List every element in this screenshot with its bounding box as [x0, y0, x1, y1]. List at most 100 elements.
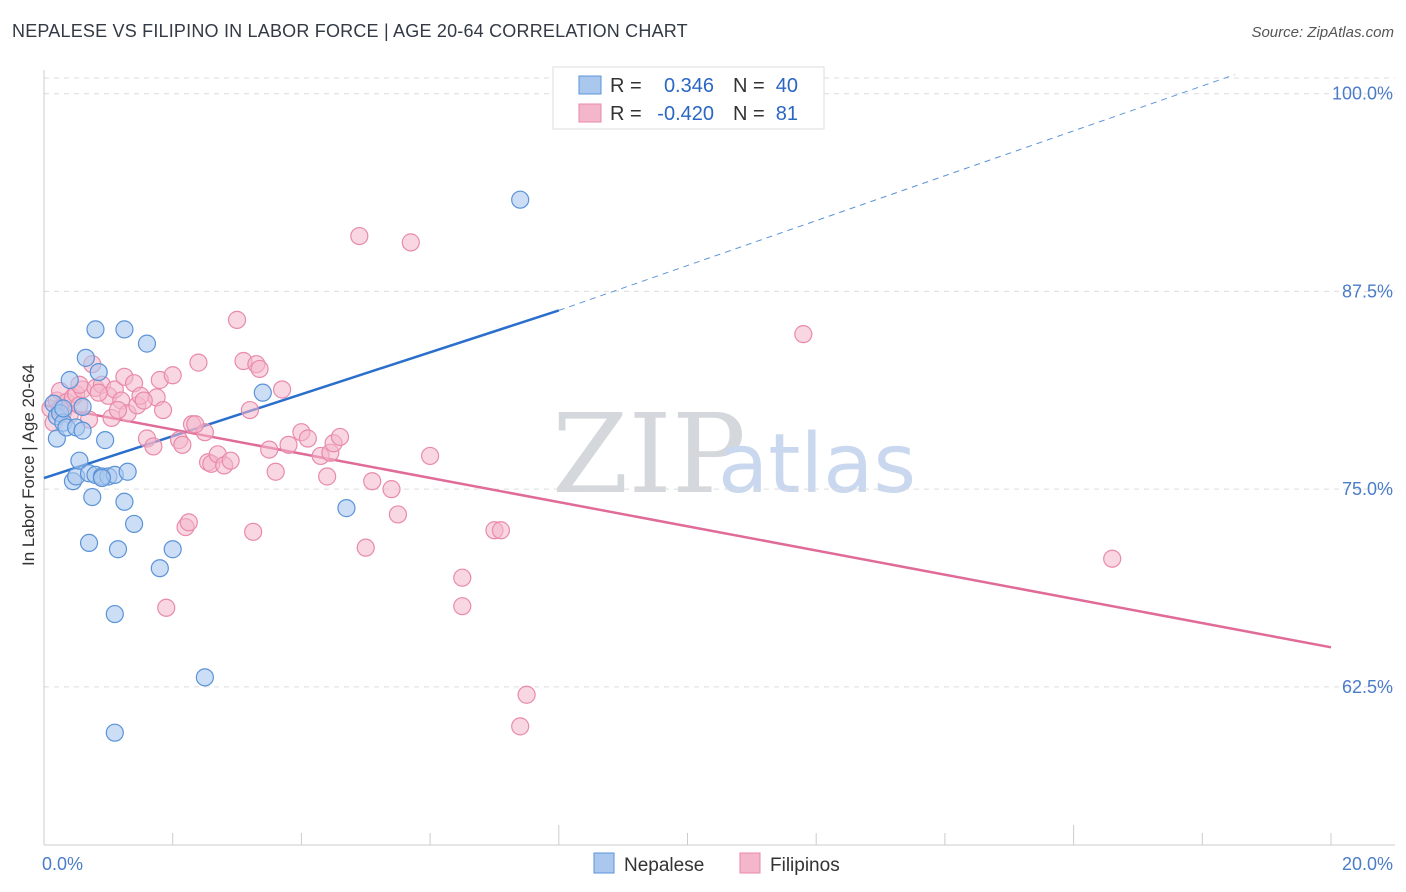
filipino-point — [318, 467, 337, 486]
nepalese-point — [115, 492, 134, 511]
x-tick-label: 20.0% — [1342, 854, 1393, 874]
filipino-point — [279, 435, 298, 454]
filipino-point — [794, 325, 813, 344]
nepalese-trend-extension — [558, 74, 1235, 311]
nepalese-n-value: 40 — [776, 75, 798, 97]
y-tick-label: 62.5% — [1342, 677, 1393, 697]
filipino-point — [421, 446, 440, 466]
filipino-r-value: -0.420 — [657, 103, 714, 125]
filipino-swatch — [578, 103, 602, 123]
filipino-point — [250, 359, 269, 379]
nepalese-point — [195, 668, 214, 687]
nepalese-point — [105, 604, 124, 624]
nepalese-point — [105, 723, 124, 742]
nepalese-point — [337, 499, 356, 518]
nepalese-r-value: 0.346 — [664, 75, 714, 97]
y-tick-label: 87.5% — [1342, 281, 1393, 301]
chart-title: NEPALESE VS FILIPINO IN LABOR FORCE | AG… — [12, 21, 688, 41]
filipino-point — [511, 717, 530, 736]
filipino-point — [272, 380, 292, 399]
y-tick-label: 100.0% — [1332, 84, 1393, 104]
filipino-trend-line — [43, 404, 1332, 649]
legend-nepalese-swatch — [593, 852, 615, 874]
nepalese-point — [86, 320, 105, 339]
axes — [43, 70, 1395, 846]
x-tick-labels: 0.0% 20.0% — [42, 854, 1393, 874]
filipino-r-label: R = — [610, 103, 642, 125]
chart-source: Source: ZipAtlas.com — [1251, 24, 1394, 41]
filipino-point — [108, 400, 128, 420]
nepalese-point — [137, 334, 157, 353]
filipino-points — [41, 226, 1122, 736]
filipino-point — [134, 391, 153, 410]
filipino-point — [453, 597, 472, 616]
y-tick-label: 75.0% — [1342, 479, 1393, 499]
nepalese-trend-line — [43, 309, 560, 480]
legend-nepalese-label: Nepalese — [624, 855, 704, 876]
filipino-n-value: 81 — [776, 103, 798, 125]
nepalese-point — [83, 487, 102, 507]
nepalese-n-label: N = — [733, 75, 765, 97]
stats-legend: R = 0.346 N = 40 R = -0.420 N = 81 — [552, 66, 825, 130]
filipino-point — [401, 233, 420, 252]
nepalese-point — [124, 514, 144, 534]
filipino-point — [179, 513, 198, 532]
nepalese-swatch — [578, 75, 602, 95]
nepalese-point — [92, 468, 112, 488]
nepalese-point — [60, 370, 79, 390]
trend-lines — [43, 74, 1332, 649]
nepalese-point — [118, 462, 137, 481]
watermark: ZIP atlas — [552, 390, 916, 518]
legend-filipino-label: Filipinos — [770, 855, 840, 876]
filipino-point — [350, 226, 369, 246]
nepalese-point — [73, 421, 92, 440]
nepalese-point — [79, 533, 99, 553]
filipino-point — [227, 310, 247, 329]
filipino-point — [298, 429, 317, 448]
nepalese-points — [44, 190, 530, 742]
filipino-point — [189, 353, 208, 372]
y-tick-labels: 100.0% 87.5% 75.0% 62.5% — [1332, 84, 1393, 697]
filipino-point — [173, 435, 192, 454]
nepalese-point — [73, 397, 92, 416]
x-tick-label: 0.0% — [42, 854, 83, 874]
nepalese-r-label: R = — [610, 75, 642, 97]
filipino-point — [244, 522, 263, 541]
grid-lines — [44, 77, 1395, 688]
nepalese-point — [163, 540, 182, 559]
filipino-point — [363, 472, 382, 491]
nepalese-point — [253, 383, 272, 402]
nepalese-point — [89, 362, 108, 382]
filipino-point — [382, 480, 401, 499]
filipino-point — [266, 462, 285, 481]
filipino-point — [517, 685, 536, 704]
y-axis-label: In Labor Force | Age 20-64 — [19, 364, 38, 566]
nepalese-point — [70, 451, 89, 470]
nepalese-point — [150, 559, 169, 578]
nepalese-point — [96, 431, 115, 450]
filipino-point — [453, 568, 472, 587]
filipino-point — [356, 538, 375, 557]
filipino-point — [186, 415, 205, 434]
watermark-zip: ZIP — [552, 390, 746, 518]
filipino-point — [144, 437, 163, 456]
filipino-point — [330, 427, 350, 447]
filipino-point — [221, 451, 240, 470]
nepalese-point — [115, 320, 134, 339]
filipino-point — [388, 505, 408, 524]
nepalese-point — [54, 399, 73, 418]
nepalese-point — [76, 348, 95, 367]
filipino-point — [491, 521, 510, 540]
nepalese-point — [108, 540, 128, 559]
filipino-point — [1103, 549, 1122, 568]
filipino-point — [163, 366, 182, 385]
nepalese-point — [511, 190, 530, 209]
filipino-point — [157, 598, 176, 617]
filipino-n-label: N = — [733, 103, 765, 125]
filipino-point — [153, 400, 173, 420]
filipino-point — [240, 400, 260, 420]
filipino-point — [89, 383, 108, 402]
watermark-atlas: atlas — [718, 417, 916, 512]
series-legend: Nepalese Filipinos — [593, 852, 840, 876]
